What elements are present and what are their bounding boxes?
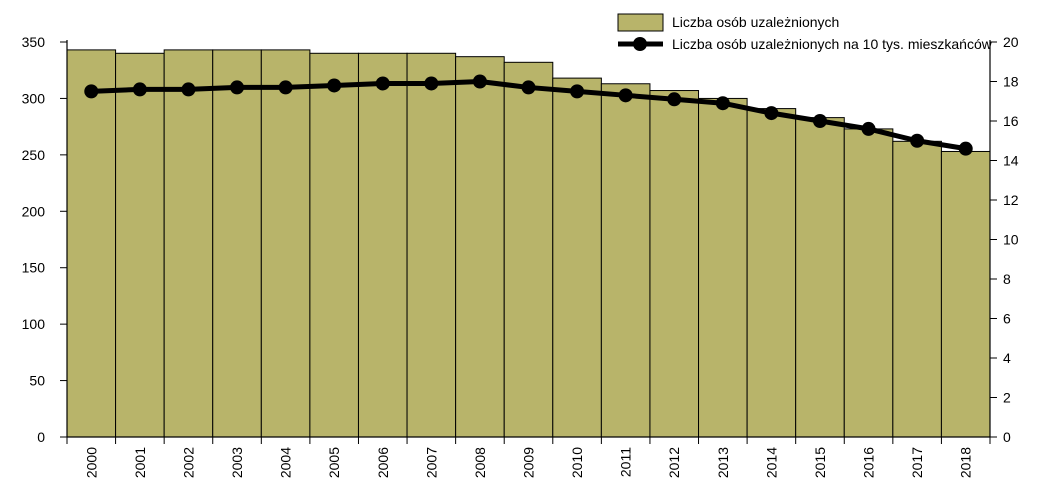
line-point-2005 (327, 78, 342, 93)
bar-2007 (406, 52, 457, 438)
bars-group (66, 49, 991, 438)
legend-swatch-bar (617, 13, 664, 32)
bar-2009 (503, 61, 554, 438)
line-point-2014 (764, 106, 779, 121)
y-left-tick-label: 250 (22, 147, 46, 163)
line-group (84, 74, 973, 156)
y-right-tick-label: 16 (1003, 113, 1019, 129)
line-point-2006 (375, 76, 390, 91)
bar-2014 (746, 108, 797, 438)
x-tick-label-2008: 2008 (472, 447, 488, 478)
bar-2011 (600, 83, 651, 438)
line-point-2010 (570, 84, 585, 99)
line-point-2000 (84, 84, 99, 99)
line-point-2017 (910, 133, 925, 148)
bar-2006 (357, 52, 408, 438)
bar-2003 (212, 49, 262, 438)
legend: Liczba osób uzależnionych Liczba osób uz… (617, 13, 993, 52)
y-left-tick-label: 300 (22, 90, 46, 106)
y-right-tick-label: 2 (1003, 390, 1011, 406)
y-right-tick-label: 18 (1003, 74, 1019, 90)
line-point-2009 (521, 80, 536, 95)
x-tick-label-2017: 2017 (909, 447, 925, 478)
x-tick-label-2010: 2010 (569, 447, 585, 478)
bar-2015 (795, 117, 845, 438)
y-right-tick-label: 20 (1003, 34, 1019, 50)
line-point-2003 (230, 80, 245, 95)
bar-2017 (892, 140, 942, 438)
legend-label-line: Liczba osób uzależnionych na 10 tys. mie… (672, 36, 993, 52)
line-point-2012 (667, 92, 682, 107)
x-tick-label-2013: 2013 (715, 447, 731, 478)
x-tick-label-2007: 2007 (423, 447, 439, 478)
y-left-tick-label: 350 (22, 34, 46, 50)
line-point-2013 (715, 96, 730, 111)
bar-2005 (309, 52, 359, 438)
y-left-tick-label: 150 (22, 260, 46, 276)
y-right-tick-label: 14 (1003, 153, 1019, 169)
bar-2010 (552, 77, 602, 438)
y-left-tick-label: 0 (37, 429, 45, 445)
line-point-2004 (278, 80, 293, 95)
y-left-tick-label: 50 (29, 373, 45, 389)
x-tick-label-2011: 2011 (618, 447, 634, 477)
x-tick-label-2004: 2004 (278, 447, 294, 478)
x-tick-label-2002: 2002 (180, 447, 196, 478)
y-left-tick-label: 200 (22, 203, 46, 219)
bar-2002 (163, 49, 214, 438)
bar-2013 (698, 97, 748, 438)
x-tick-label-2009: 2009 (521, 447, 537, 478)
x-tick-label-2005: 2005 (326, 447, 342, 478)
x-tick-label-2016: 2016 (861, 447, 877, 478)
bar-2008 (455, 56, 505, 438)
bar-2001 (115, 52, 165, 438)
line-point-2002 (181, 82, 196, 97)
y-right-tick-label: 8 (1003, 271, 1011, 287)
axes-group: 0 50 100 150 200 250 300 350 0 2 4 6 8 10 12 14 16 18 20 20… (22, 34, 1019, 478)
bar-2000 (66, 49, 117, 438)
x-tick-label-2014: 2014 (763, 447, 779, 478)
bar-2016 (843, 128, 894, 438)
line-point-2008 (472, 74, 487, 89)
y-left-tick-label: 100 (22, 316, 46, 332)
line-point-2001 (132, 82, 147, 97)
bar-2018 (940, 150, 991, 438)
y-right-tick-label: 0 (1003, 429, 1011, 445)
x-tick-label-2000: 2000 (83, 447, 99, 478)
x-tick-label-2001: 2001 (132, 447, 148, 478)
bar-2004 (260, 49, 311, 438)
y-right-tick-label: 10 (1003, 232, 1019, 248)
line-point-2007 (424, 76, 439, 91)
bar-2012 (649, 90, 700, 438)
x-tick-label-2006: 2006 (375, 447, 391, 478)
x-tick-label-2003: 2003 (229, 447, 245, 478)
x-tick-label-2018: 2018 (958, 447, 974, 478)
y-right-tick-label: 6 (1003, 311, 1011, 327)
y-right-tick-label: 4 (1003, 350, 1011, 366)
line-point-2015 (812, 114, 827, 128)
x-tick-label-2012: 2012 (666, 447, 682, 478)
line-point-2011 (618, 88, 633, 103)
legend-label-bar: Liczba osób uzależnionych (672, 14, 839, 30)
line-point-2016 (861, 121, 876, 136)
y-right-tick-label: 12 (1003, 192, 1019, 208)
x-tick-label-2015: 2015 (812, 447, 828, 478)
line-point-2018 (958, 141, 973, 156)
legend-swatch-marker (633, 37, 647, 51)
